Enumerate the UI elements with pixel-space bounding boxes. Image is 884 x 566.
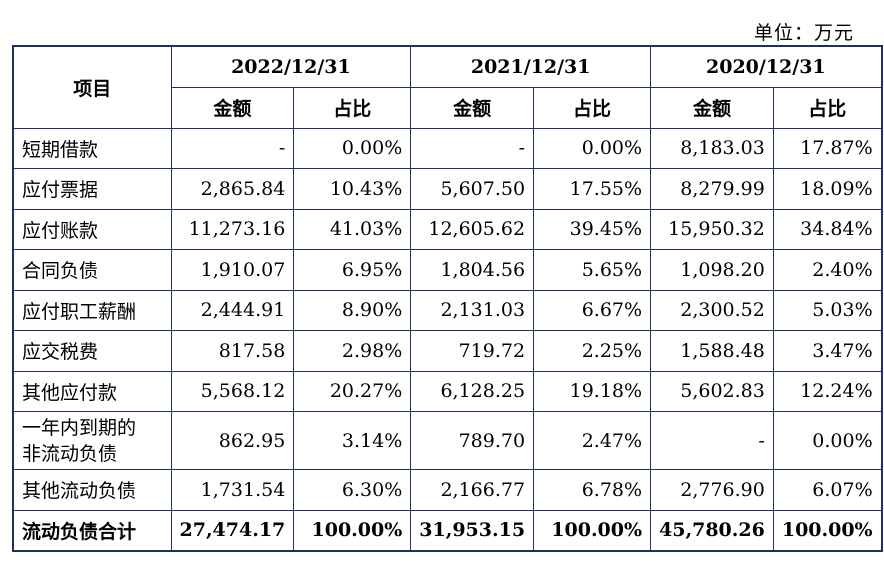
row-label: 一年内到期的 非流动负债 xyxy=(12,411,172,470)
row-label: 应付账款 xyxy=(12,208,172,250)
amount-cell: 719.72 xyxy=(410,330,535,372)
amount-cell: 12,605.62 xyxy=(410,208,535,250)
row-label: 短期借款 xyxy=(12,127,172,169)
table-row: 其他应付款 5,568.12 20.27% 6,128.25 19.18% 5,602.8… xyxy=(12,370,883,412)
ratio-cell: 6.07% xyxy=(772,469,883,511)
header-amount: 金额 xyxy=(170,86,295,129)
amount-cell: - xyxy=(410,127,535,169)
ratio-cell: 39.45% xyxy=(533,208,652,250)
row-label: 其他应付款 xyxy=(12,370,172,412)
row-label: 其他流动负债 xyxy=(12,469,172,511)
header-year-2022: 2022/12/31 xyxy=(170,45,412,88)
table-row: 应交税费 817.58 2.98% 719.72 2.25% 1,588.48 3.47% xyxy=(12,330,883,372)
ratio-cell: 3.14% xyxy=(293,411,412,470)
ratio-cell: 0.00% xyxy=(772,411,883,470)
row-label: 应交税费 xyxy=(12,330,172,372)
current-liabilities-table: 项目 2022/12/31 2021/12/31 2020/12/31 金额 占… xyxy=(12,45,883,552)
ratio-cell: 12.24% xyxy=(772,370,883,412)
unit-label: 单位：万元 xyxy=(753,22,854,44)
amount-cell: 31,953.15 xyxy=(410,509,535,551)
amount-cell: 1,910.07 xyxy=(170,249,295,291)
amount-cell: 15,950.32 xyxy=(650,208,774,250)
amount-cell: 1,098.20 xyxy=(650,249,774,291)
header-amount: 金额 xyxy=(410,86,535,129)
ratio-cell: 2.40% xyxy=(772,249,883,291)
amount-cell: 1,588.48 xyxy=(650,330,774,372)
amount-cell: 5,568.12 xyxy=(170,370,295,412)
amount-cell: 2,131.03 xyxy=(410,289,535,331)
table-row: 短期借款 -0.00% -0.00% 8,183.03 17.87% xyxy=(12,127,883,169)
ratio-cell: 3.47% xyxy=(772,330,883,372)
ratio-cell: 6.67% xyxy=(533,289,652,331)
amount-cell: 6,128.25 xyxy=(410,370,535,412)
ratio-cell: 8.90% xyxy=(293,289,412,331)
amount-cell: 45,780.26 xyxy=(650,509,774,551)
ratio-cell: 17.87% xyxy=(772,127,883,169)
header-amount: 金额 xyxy=(650,86,774,129)
amount-cell: 8,279.99 xyxy=(650,168,774,210)
ratio-cell: 19.18% xyxy=(533,370,652,412)
ratio-cell: 5.65% xyxy=(533,249,652,291)
table-row: 应付职工薪酬 2,444.91 8.90% 2,131.03 6.67% 2,300.52… xyxy=(12,289,883,331)
amount-cell: 11,273.16 xyxy=(170,208,295,250)
total-row: 流动负债合计 27,474.17 100.00% 31,953.15 100.00% 45… xyxy=(12,509,883,551)
header-item: 项目 xyxy=(12,45,172,129)
amount-cell: 27,474.17 xyxy=(170,509,295,551)
table-row: 一年内到期的 非流动负债 862.95 3.14% 789.70 2.47% -0.00% xyxy=(12,411,883,470)
row-label: 应付职工薪酬 xyxy=(12,289,172,331)
amount-cell: 862.95 xyxy=(170,411,295,470)
ratio-cell: 20.27% xyxy=(293,370,412,412)
ratio-cell: 2.47% xyxy=(533,411,652,470)
amount-cell: 2,300.52 xyxy=(650,289,774,331)
ratio-cell: 0.00% xyxy=(533,127,652,169)
amount-cell: 1,804.56 xyxy=(410,249,535,291)
amount-cell: 8,183.03 xyxy=(650,127,774,169)
ratio-cell: 100.00% xyxy=(772,509,883,551)
amount-cell: 1,731.54 xyxy=(170,469,295,511)
ratio-cell: 34.84% xyxy=(772,208,883,250)
ratio-cell: 2.25% xyxy=(533,330,652,372)
ratio-cell: 2.98% xyxy=(293,330,412,372)
table-row: 其他流动负债 1,731.54 6.30% 2,166.77 6.78% 2,776.90… xyxy=(12,469,883,511)
amount-cell: 2,865.84 xyxy=(170,168,295,210)
ratio-cell: 17.55% xyxy=(533,168,652,210)
table-row: 应付账款 11,273.16 41.03% 12,605.62 39.45% 15,950… xyxy=(12,208,883,250)
ratio-cell: 5.03% xyxy=(772,289,883,331)
row-label: 合同负债 xyxy=(12,249,172,291)
amount-cell: 2,166.77 xyxy=(410,469,535,511)
amount-cell: 789.70 xyxy=(410,411,535,470)
amount-cell: 5,602.83 xyxy=(650,370,774,412)
ratio-cell: 10.43% xyxy=(293,168,412,210)
row-label: 应付票据 xyxy=(12,168,172,210)
amount-cell: 2,444.91 xyxy=(170,289,295,331)
ratio-cell: 6.78% xyxy=(533,469,652,511)
ratio-cell: 100.00% xyxy=(293,509,412,551)
amount-cell: - xyxy=(650,411,774,470)
header-ratio: 占比 xyxy=(533,86,652,129)
ratio-cell: 18.09% xyxy=(772,168,883,210)
ratio-cell: 100.00% xyxy=(533,509,652,551)
header-year-2020: 2020/12/31 xyxy=(650,45,883,88)
table-row: 应付票据 2,865.84 10.43% 5,607.50 17.55% 8,279.99… xyxy=(12,168,883,210)
ratio-cell: 41.03% xyxy=(293,208,412,250)
amount-cell: - xyxy=(170,127,295,169)
ratio-cell: 6.95% xyxy=(293,249,412,291)
amount-cell: 817.58 xyxy=(170,330,295,372)
table-row: 合同负债 1,910.07 6.95% 1,804.56 5.65% 1,098.20 2.… xyxy=(12,249,883,291)
header-ratio: 占比 xyxy=(293,86,412,129)
header-year-2021: 2021/12/31 xyxy=(410,45,652,88)
amount-cell: 2,776.90 xyxy=(650,469,774,511)
amount-cell: 5,607.50 xyxy=(410,168,535,210)
row-label: 流动负债合计 xyxy=(12,509,172,551)
ratio-cell: 6.30% xyxy=(293,469,412,511)
header-ratio: 占比 xyxy=(772,86,883,129)
ratio-cell: 0.00% xyxy=(293,127,412,169)
